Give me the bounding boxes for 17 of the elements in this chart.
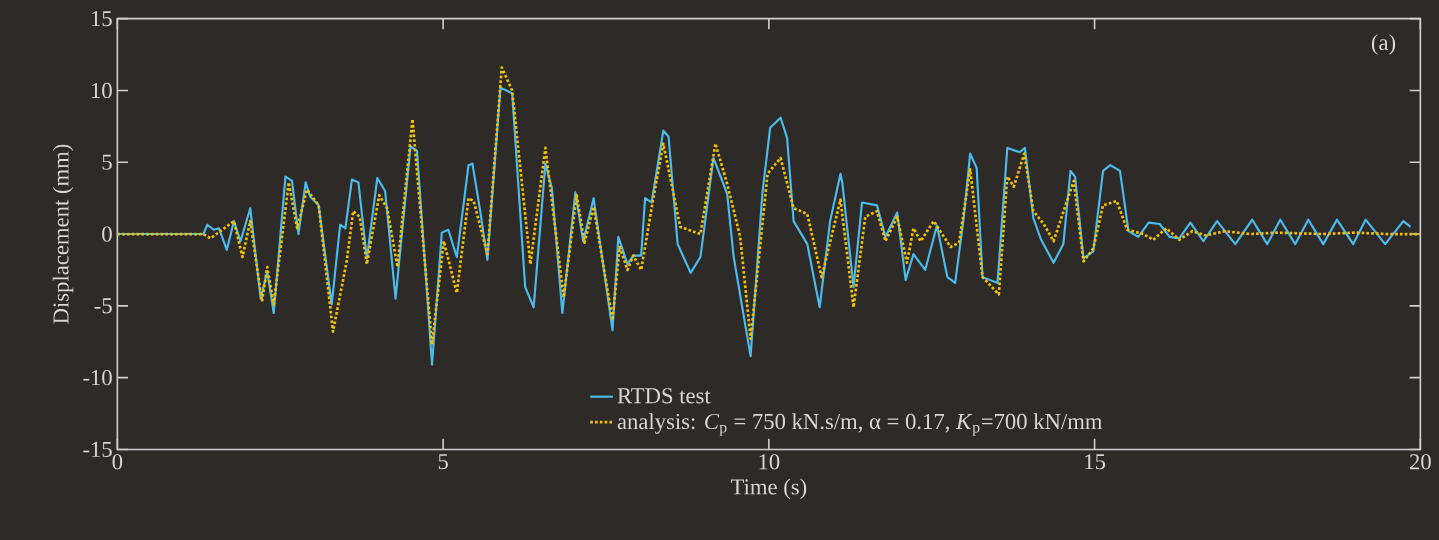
x-axis-title: Time (s) — [730, 478, 807, 500]
x-tick-label: 15 — [1085, 454, 1106, 470]
legend-label: analysis: C$_{p}$ = 750 kN.s/m, α = 0.17, K$_{p}$=700 kN/mm — [617, 413, 1103, 436]
x-tick-label: 0 — [112, 454, 123, 470]
x-tick-label: 10 — [759, 454, 780, 470]
x-tick-label: 20 — [1410, 454, 1431, 470]
annotation: (a) — [1371, 34, 1396, 55]
y-axis-title: Displacement (mm) — [52, 144, 74, 324]
y-tick-label: 15 — [91, 11, 112, 27]
y-tick-label: -10 — [83, 369, 112, 386]
y-tick-label: 10 — [91, 82, 112, 99]
y-tick-label: 5 — [102, 154, 112, 170]
y-tick-label: 0 — [102, 226, 112, 242]
y-tick-label: -5 — [94, 298, 112, 314]
legend-label: RTDS test — [617, 388, 711, 404]
x-tick-label: 5 — [438, 454, 448, 470]
y-tick-label: -15 — [83, 441, 112, 457]
